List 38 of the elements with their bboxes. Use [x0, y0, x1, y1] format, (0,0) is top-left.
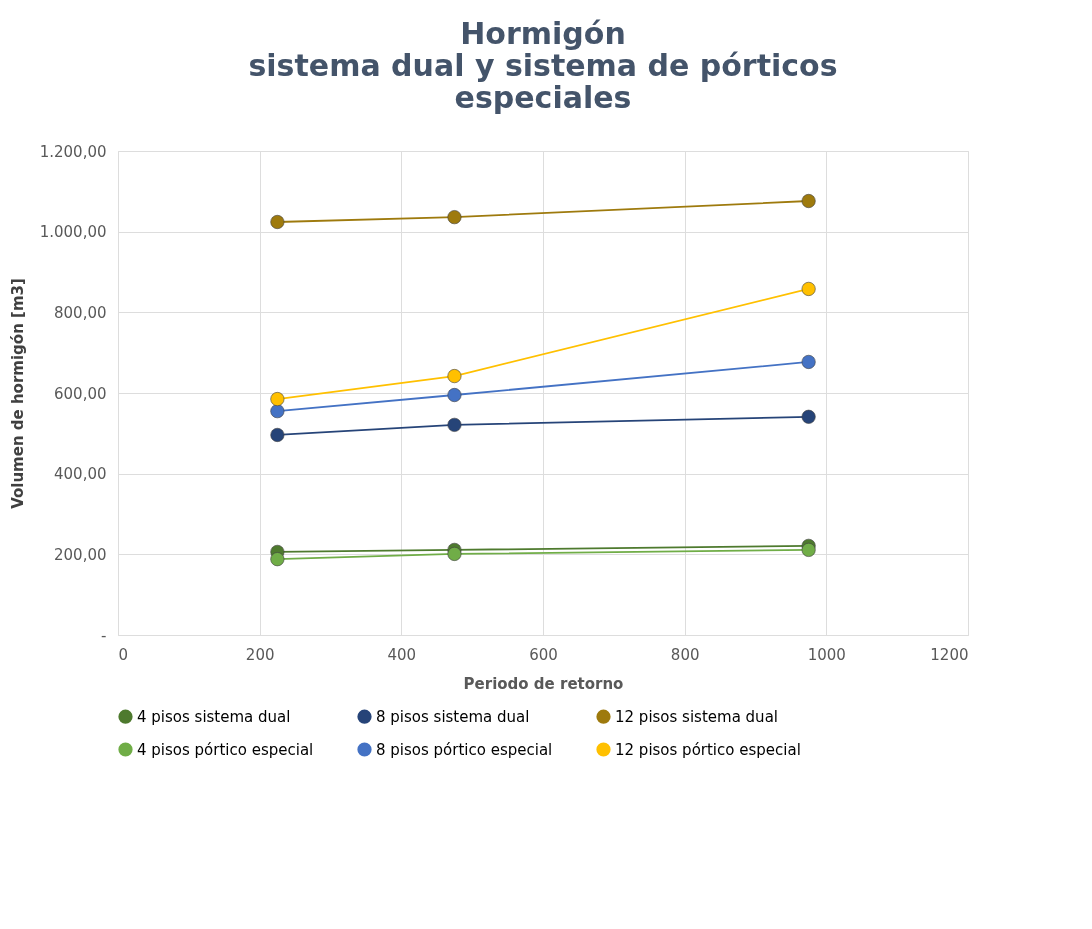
legend-label: 12 pisos sistema dual — [615, 707, 778, 726]
x-tick-label: 1200 — [930, 645, 969, 664]
point — [801, 194, 816, 209]
point — [447, 546, 462, 561]
point — [270, 427, 285, 442]
point — [270, 392, 285, 407]
legend-label: 12 pisos pórtico especial — [615, 740, 801, 759]
y-tick-label: 800,00 — [54, 303, 107, 322]
legend-label: 4 pisos sistema dual — [137, 707, 291, 726]
y-axis-title: Volumen de hormigón [m3] — [8, 278, 27, 509]
legend-label: 8 pisos pórtico especial — [376, 740, 553, 759]
point — [447, 210, 462, 225]
point — [447, 417, 462, 432]
x-tick-label: 400 — [387, 645, 417, 664]
chart-title: Hormigón sistema dual y sistema de pórticos especiales — [248, 16, 838, 115]
point — [447, 388, 462, 403]
point — [801, 281, 816, 296]
x-tick-label: 200 — [245, 645, 275, 664]
legend-label: 8 pisos sistema dual — [376, 707, 530, 726]
y-tick-label: 1.000,00 — [39, 223, 107, 242]
point — [270, 214, 285, 229]
x-axis-title: Periodo de retorno — [463, 674, 624, 693]
y-tick-label: 200,00 — [54, 545, 107, 564]
y-tick-label: 600,00 — [54, 384, 107, 403]
x-tick-label: 600 — [529, 645, 558, 664]
x-tick-label: 800 — [670, 645, 700, 664]
y-tick-label: 400,00 — [54, 465, 107, 484]
x-tick-label: 0 — [118, 645, 129, 664]
y-tick-label: 1.200,00 — [39, 142, 107, 161]
point — [270, 552, 285, 567]
point — [270, 404, 285, 419]
legend-label: 4 pisos pórtico especial — [137, 740, 314, 759]
x-tick-label: 1000 — [807, 645, 846, 664]
point — [801, 409, 816, 424]
point — [447, 369, 462, 384]
point — [801, 542, 816, 557]
y-tick-label: - — [101, 626, 107, 645]
point — [801, 354, 816, 369]
